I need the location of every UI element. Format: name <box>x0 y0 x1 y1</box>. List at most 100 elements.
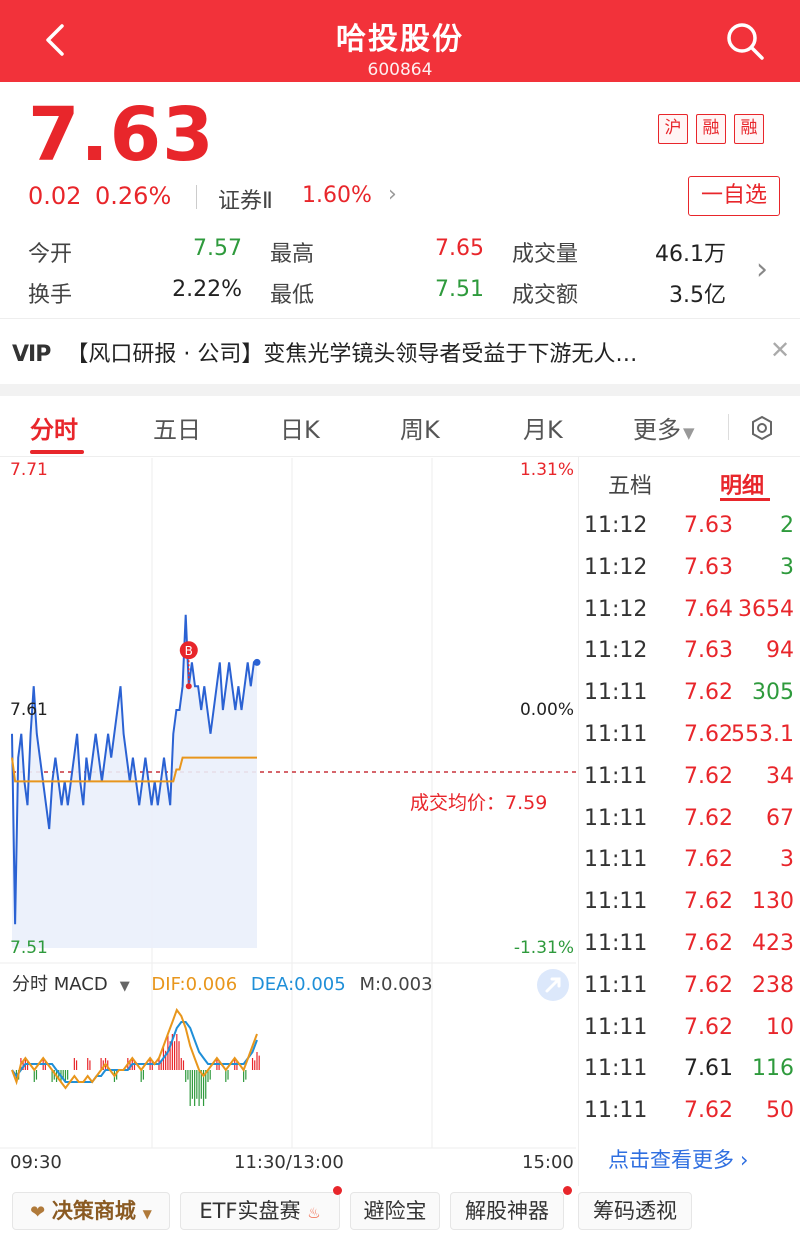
trade-time: 11:11 <box>584 1056 648 1082</box>
heart-icon: ❤ <box>30 1202 46 1223</box>
trade-row: 11:11 7.62 3 <box>584 847 794 877</box>
trade-price: 7.62 <box>684 680 733 706</box>
turnover-label: 换手 <box>28 283 73 308</box>
high-label: 最高 <box>270 242 315 267</box>
buy-marker-label: B <box>185 644 193 658</box>
time-open: 09:30 <box>10 1152 62 1173</box>
decision-mall-label: 决策商城 <box>51 1199 136 1223</box>
intraday-chart[interactable]: B <box>0 456 580 1192</box>
trade-row: 11:11 7.61 116 <box>584 1056 794 1086</box>
tab-order-book[interactable]: 五档 <box>608 474 653 499</box>
trade-time: 11:11 <box>584 722 648 747</box>
chevron-right-icon[interactable]: › <box>388 182 397 207</box>
trade-time: 11:11 <box>584 680 648 706</box>
trade-row: 11:11 7.62 238 <box>584 973 794 1003</box>
trade-price: 7.63 <box>684 513 733 538</box>
tab-trade-detail[interactable]: 明细 <box>720 474 765 499</box>
search-icon[interactable] <box>724 20 766 62</box>
section-gap <box>0 384 800 396</box>
high-value: 7.65 <box>435 236 484 261</box>
news-banner[interactable]: VIP 【风口研报 · 公司】变焦光学镜头领导者受益于下游无人… <box>12 336 637 368</box>
active-tab-indicator <box>720 498 770 501</box>
tab-more-label: 更多 <box>633 416 681 444</box>
expand-stats-icon[interactable]: › <box>756 252 768 287</box>
add-watchlist-button[interactable]: 一自选 <box>688 176 780 216</box>
trade-row: 11:12 7.63 3 <box>584 555 794 585</box>
pct-tick-bottom: -1.31% <box>513 938 574 958</box>
trade-volume: 3 <box>780 554 794 580</box>
time-midday: 11:30/13:00 <box>234 1152 344 1173</box>
caret-down-icon: ▼ <box>142 1207 152 1221</box>
tab-five-day[interactable]: 五日 <box>153 416 201 444</box>
trade-volume: 3654 <box>738 596 794 622</box>
y-tick-bottom: 7.51 <box>10 938 48 958</box>
trade-volume: 2 <box>780 513 794 538</box>
indicator-select-label: 分时 MACD <box>12 974 108 995</box>
indicator-select[interactable]: 分时 MACD ▼ <box>12 974 138 995</box>
avg-price-line <box>11 756 257 783</box>
tab-intraday[interactable]: 分时 <box>30 416 78 444</box>
chart-settings-icon[interactable] <box>748 414 776 442</box>
tab-more[interactable]: 更多 ▼ <box>633 410 695 445</box>
back-arrow-icon[interactable] <box>36 20 76 60</box>
market-tag-sh: 沪 <box>658 114 688 144</box>
trade-time: 11:11 <box>584 1014 648 1040</box>
trade-price: 7.62 <box>684 889 733 915</box>
expand-chart-icon[interactable] <box>536 968 570 1002</box>
trade-price: 7.62 <box>684 722 733 747</box>
trade-row: 11:11 7.62 34 <box>584 764 794 794</box>
caret-down-icon: ▼ <box>683 424 695 442</box>
pct-tick-top: 1.31% <box>519 460 574 480</box>
trade-row: 11:11 7.62 305 <box>584 680 794 710</box>
trade-volume: 553.1 <box>731 722 794 747</box>
close-icon[interactable]: ✕ <box>770 336 791 364</box>
trade-time: 11:12 <box>584 596 648 622</box>
top-bar: 哈投股份 600864 <box>0 0 800 82</box>
price-change: 0.02 <box>28 182 82 210</box>
trade-time: 11:12 <box>584 513 648 538</box>
stock-decoder-button[interactable]: 解股神器 <box>450 1192 564 1230</box>
margin-tag-2: 融 <box>734 114 764 144</box>
amount-label: 成交额 <box>512 283 579 308</box>
news-text: 【风口研报 · 公司】变焦光学镜头领导者受益于下游无人… <box>66 342 638 367</box>
trade-time: 11:11 <box>584 1098 648 1124</box>
trade-volume: 3 <box>780 847 794 873</box>
trade-time: 11:12 <box>584 554 648 580</box>
turnover-value: 2.22% <box>172 277 242 302</box>
trade-volume: 34 <box>766 763 794 789</box>
chip-distribution-button[interactable]: 筹码透视 <box>578 1192 692 1230</box>
y-tick-top: 7.71 <box>10 460 48 480</box>
trade-panel <box>578 456 800 1186</box>
trade-price: 7.62 <box>684 972 733 998</box>
trade-price: 7.64 <box>684 596 733 622</box>
trade-price: 7.62 <box>684 1014 733 1040</box>
last-point <box>253 658 261 666</box>
tab-monthly-k[interactable]: 月K <box>523 416 563 444</box>
pct-tick-mid: 0.00% <box>519 700 574 720</box>
volume-value: 46.1万 <box>655 242 726 267</box>
trade-time: 11:11 <box>584 931 648 956</box>
decision-mall-button[interactable]: ❤ 决策商城 ▼ <box>12 1192 170 1230</box>
fire-icon: ♨ <box>307 1204 321 1222</box>
y-tick-mid: 7.61 <box>10 700 48 720</box>
etf-contest-button[interactable]: ETF实盘赛 ♨ <box>180 1192 340 1230</box>
tab-daily-k[interactable]: 日K <box>280 416 320 444</box>
tab-weekly-k[interactable]: 周K <box>400 416 440 444</box>
trade-row: 11:11 7.62 67 <box>584 806 794 836</box>
trade-time: 11:11 <box>584 972 648 998</box>
hedge-treasure-button[interactable]: 避险宝 <box>350 1192 440 1230</box>
divider <box>728 414 729 440</box>
price-line <box>11 614 257 925</box>
trade-price: 7.62 <box>684 847 733 873</box>
buy-point <box>185 683 192 690</box>
trade-volume: 423 <box>752 931 794 956</box>
view-more-link[interactable]: 点击查看更多 › <box>608 1144 748 1174</box>
trade-price: 7.62 <box>684 931 733 956</box>
sector-name[interactable]: 证券Ⅱ <box>218 189 273 214</box>
trade-price: 7.62 <box>684 763 733 789</box>
trade-row: 11:11 7.62 50 <box>584 1098 794 1128</box>
sector-change-pct[interactable]: 1.60% <box>302 183 372 208</box>
active-tab-indicator <box>30 450 84 454</box>
trade-price: 7.63 <box>684 638 733 664</box>
trade-volume: 67 <box>766 805 794 831</box>
